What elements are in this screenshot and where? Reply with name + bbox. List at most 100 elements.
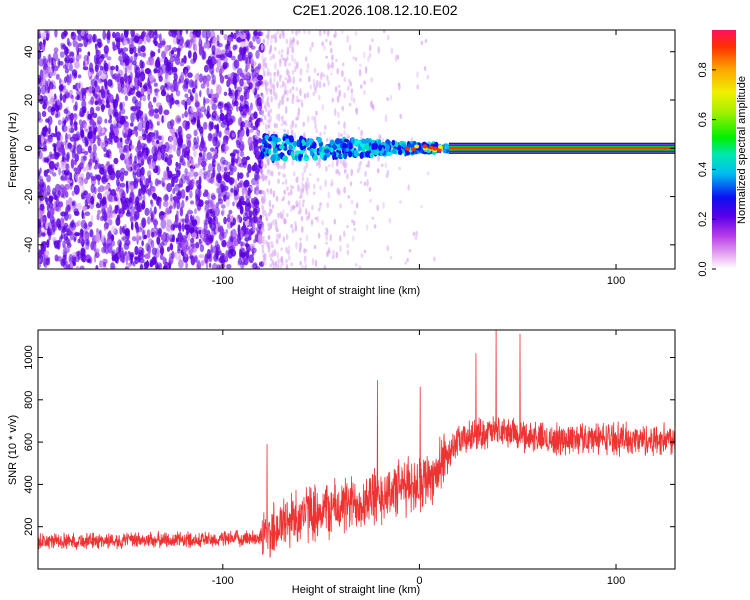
noise-blob (256, 230, 261, 235)
faint-noise-blob (276, 228, 280, 233)
noise-blob (140, 45, 146, 53)
noise-blob (219, 255, 225, 264)
faint-noise-blob (260, 163, 264, 168)
noise-blob (112, 107, 118, 118)
noise-blob (157, 116, 161, 125)
noise-blob (76, 90, 81, 96)
faint-noise-blob (335, 163, 339, 167)
noise-blob (62, 88, 69, 95)
noise-blob (206, 30, 211, 39)
faint-noise-blob (282, 236, 286, 243)
noise-blob (164, 141, 170, 153)
noise-blob (152, 192, 157, 199)
faint-noise-blob (288, 75, 292, 82)
noise-blob (153, 231, 158, 238)
faint-noise-blob (396, 54, 400, 60)
noise-blob (227, 113, 232, 120)
noise-blob (75, 34, 78, 41)
faint-noise-blob (349, 181, 353, 187)
noise-blob (191, 232, 197, 240)
noise-blob (220, 187, 227, 198)
noise-blob (54, 95, 58, 106)
faint-noise-blob (302, 199, 305, 203)
faint-noise-blob (363, 249, 367, 254)
noise-blob (129, 215, 133, 222)
noise-blob (60, 161, 66, 170)
noise-blob (118, 145, 124, 155)
faint-noise-blob (275, 238, 279, 245)
faint-noise-blob (274, 36, 278, 44)
noise-blob (211, 103, 217, 111)
signal-blob (397, 149, 403, 155)
faint-noise-blob (313, 68, 317, 73)
noise-blob (54, 30, 58, 38)
noise-blob (162, 256, 166, 265)
faint-noise-blob (414, 235, 418, 240)
noise-blob (181, 222, 185, 232)
noise-blob (231, 156, 235, 167)
noise-blob (245, 239, 249, 250)
noise-blob (140, 52, 147, 57)
noise-blob (166, 182, 173, 193)
noise-blob (66, 133, 72, 140)
noise-blob (213, 97, 217, 103)
noise-blob (256, 97, 263, 107)
faint-noise-blob (371, 103, 375, 109)
faint-noise-blob (276, 70, 280, 77)
noise-blob (124, 40, 128, 45)
faint-noise-blob (268, 118, 271, 126)
noise-blob (72, 251, 77, 258)
noise-blob (194, 255, 198, 263)
noise-blob (146, 260, 149, 269)
noise-blob (69, 73, 72, 84)
noise-blob (97, 209, 102, 215)
noise-blob (209, 147, 215, 152)
noise-blob (182, 253, 189, 263)
noise-blob (200, 260, 205, 266)
faint-noise-blob (326, 202, 330, 209)
noise-blob (40, 216, 46, 224)
faint-noise-blob (264, 57, 267, 62)
faint-noise-blob (282, 209, 285, 215)
noise-blob (47, 134, 53, 140)
noise-blob (119, 172, 125, 182)
noise-blob (257, 234, 263, 243)
noise-blob (168, 44, 172, 51)
faint-noise-blob (311, 204, 314, 211)
faint-noise-blob (263, 209, 267, 216)
noise-blob (173, 72, 178, 82)
noise-blob (64, 225, 70, 233)
faint-noise-blob (261, 112, 265, 117)
noise-blob (175, 161, 179, 168)
noise-blob (71, 31, 74, 37)
noise-blob (62, 254, 67, 265)
noise-blob (187, 210, 193, 215)
noise-blob (255, 182, 260, 191)
noise-blob (130, 122, 134, 127)
noise-blob (97, 163, 101, 170)
noise-blob (105, 149, 110, 158)
x-tick-label: 100 (607, 275, 625, 287)
faint-noise-blob (279, 263, 283, 269)
noise-blob (138, 251, 142, 256)
noise-blob (157, 227, 163, 235)
faint-noise-blob (377, 155, 381, 162)
faint-noise-blob (269, 253, 272, 258)
faint-noise-blob (269, 115, 272, 123)
noise-blob (46, 239, 50, 248)
noise-blob (38, 228, 42, 238)
faint-noise-blob (285, 246, 288, 254)
noise-blob (258, 80, 264, 86)
faint-noise-blob (317, 232, 321, 239)
signal-blob (330, 148, 334, 153)
faint-noise-blob (305, 162, 309, 169)
noise-blob (58, 167, 61, 176)
faint-noise-blob (399, 113, 403, 120)
faint-noise-blob (298, 200, 301, 208)
noise-blob (215, 223, 218, 234)
faint-noise-blob (363, 181, 367, 186)
noise-blob (132, 260, 136, 267)
noise-blob (101, 103, 105, 110)
noise-blob (90, 175, 96, 181)
noise-blob (167, 170, 173, 179)
